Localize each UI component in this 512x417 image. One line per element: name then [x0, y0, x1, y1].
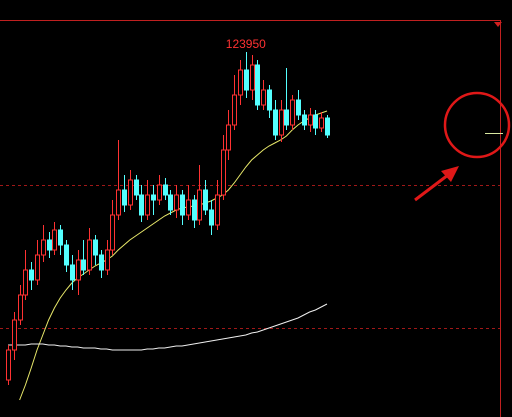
candle-body: [70, 264, 75, 281]
candle-body: [221, 149, 226, 196]
candle-body: [302, 114, 307, 126]
candle-body: [284, 109, 289, 126]
candle-body: [197, 189, 202, 221]
candle-body: [157, 184, 162, 201]
candle-body: [319, 117, 324, 129]
candle-body: [41, 239, 46, 256]
corner-marker: [494, 22, 502, 27]
ma-line: [19, 110, 328, 401]
candle-body: [267, 89, 272, 111]
candle-body: [174, 194, 179, 211]
candle-body: [308, 114, 313, 126]
candle-body: [18, 294, 23, 321]
candle-body: [255, 64, 260, 106]
candle-body: [81, 259, 86, 271]
candle-body: [93, 239, 98, 256]
candle-body: [58, 229, 63, 246]
candle-body: [47, 239, 52, 251]
candle-body: [105, 249, 110, 271]
candle-body: [76, 259, 81, 281]
candle-body: [52, 229, 57, 251]
candle-body: [145, 194, 150, 216]
highlight-circle: [443, 91, 511, 159]
candle-body: [226, 124, 231, 151]
candle-body: [232, 94, 237, 126]
candle-body: [273, 109, 278, 136]
candle-body: [168, 194, 173, 211]
candle-body: [122, 189, 127, 206]
candle-body: [313, 114, 318, 129]
candle-body: [64, 244, 69, 266]
candle-body: [279, 109, 284, 136]
candle-body: [325, 117, 330, 136]
candle-body: [296, 99, 301, 116]
arrow-shaft: [414, 173, 449, 202]
candle-body: [116, 189, 121, 216]
candle-body: [192, 199, 197, 221]
candle-body: [29, 269, 34, 281]
candle-body: [203, 189, 208, 211]
candle-body: [151, 194, 156, 201]
candle-body: [128, 179, 133, 206]
candle-body: [12, 319, 17, 351]
candle-body: [35, 254, 40, 281]
candle-body: [134, 179, 139, 196]
arrow-head: [441, 166, 459, 182]
candle-body: [163, 184, 168, 196]
candle-body: [23, 269, 28, 296]
candle-body: [87, 239, 92, 271]
candle-body: [6, 349, 11, 381]
candle-body: [215, 194, 220, 226]
candle-body: [244, 69, 249, 91]
candle-body: [238, 69, 243, 96]
candle-body: [180, 194, 185, 216]
candle-body: [209, 209, 214, 226]
candle-body: [139, 194, 144, 216]
candle-body: [250, 64, 255, 91]
plot: 123950: [6, 37, 330, 401]
high-label: 123950: [226, 37, 266, 51]
candle-body: [186, 199, 191, 216]
candle-body: [110, 214, 115, 251]
ma-line: [8, 303, 328, 351]
candle-body: [290, 99, 295, 126]
candle-body: [99, 254, 104, 271]
candle-body: [261, 89, 266, 106]
